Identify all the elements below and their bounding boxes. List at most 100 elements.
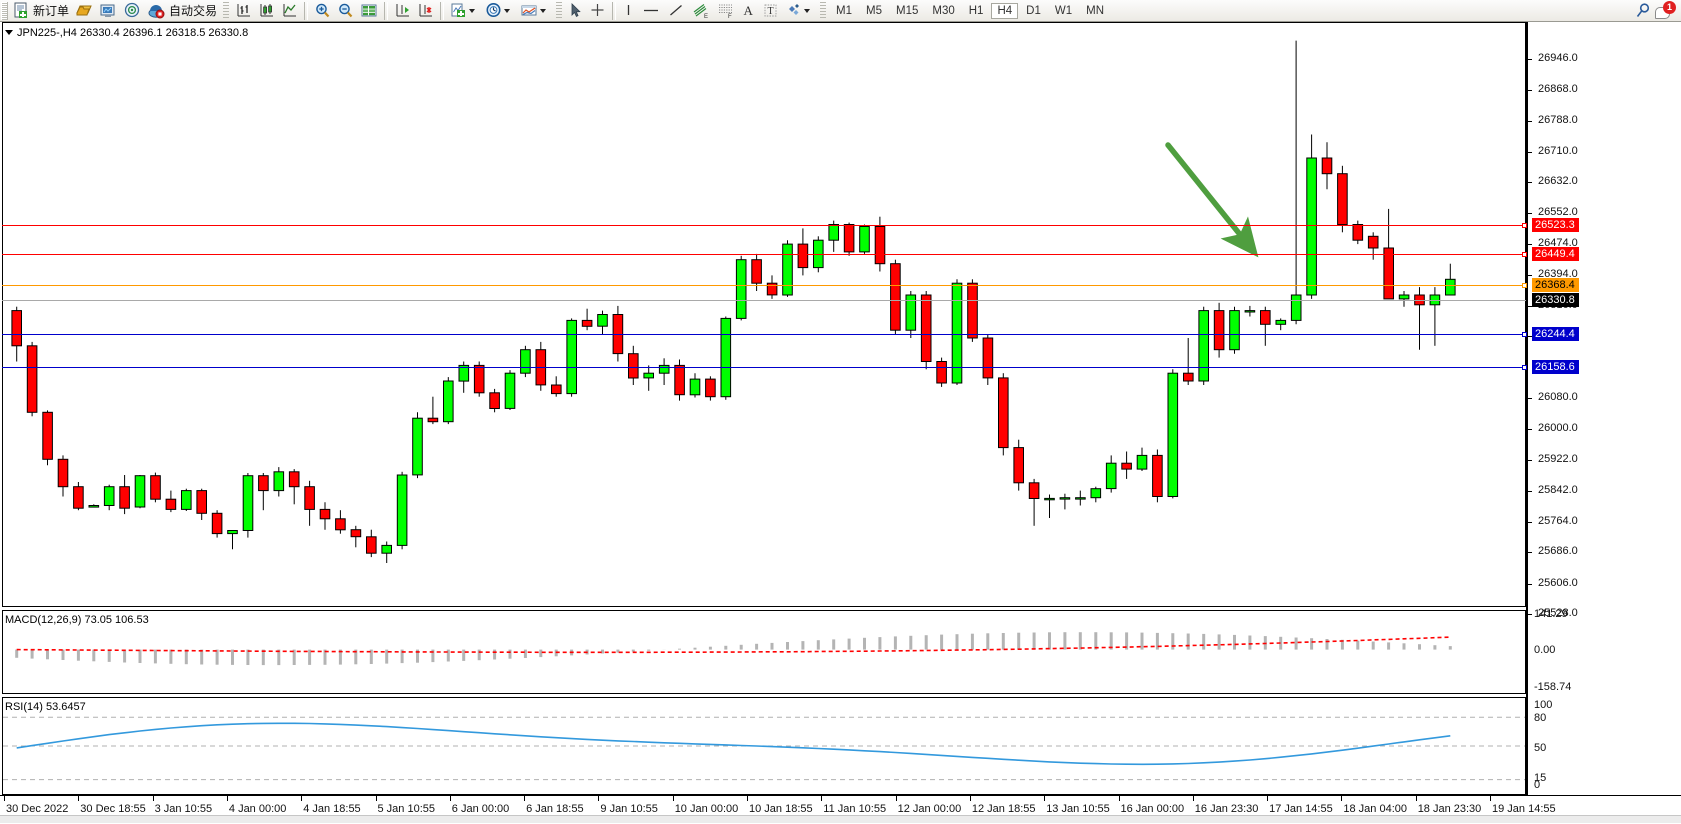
candle-body — [42, 411, 53, 460]
candle-body — [1167, 372, 1179, 498]
rsi-tick-label: 80 — [1534, 712, 1547, 724]
period-dropdown-arrow-icon[interactable] — [504, 8, 511, 13]
cursor-button[interactable] — [565, 1, 586, 21]
templates-button[interactable] — [517, 1, 553, 21]
price-level-tag[interactable]: 26244.4 — [1532, 326, 1579, 341]
price-level-tag[interactable]: 26523.3 — [1532, 217, 1579, 232]
price-level-handle[interactable] — [1522, 222, 1527, 228]
candle-body — [1445, 278, 1456, 296]
crosshair-button[interactable] — [586, 1, 609, 21]
candle-body — [73, 486, 84, 509]
candle-body — [735, 259, 747, 319]
price-level-tag[interactable]: 26330.8 — [1532, 292, 1579, 307]
bar-chart-button[interactable] — [232, 1, 255, 21]
macd-signal-line — [16, 636, 1451, 654]
terminal-button[interactable] — [96, 1, 120, 21]
price-level-handle[interactable] — [1522, 365, 1527, 371]
zoom-in-button[interactable] — [311, 1, 334, 21]
price-level-tag[interactable]: 26368.4 — [1532, 278, 1579, 293]
candle-body — [1337, 173, 1348, 226]
candle-body — [381, 544, 392, 554]
toolbar-separator-3 — [384, 1, 389, 20]
candle-body — [1028, 482, 1040, 499]
timeframe-h4[interactable]: H4 — [991, 2, 1019, 19]
shapes-dropdown-arrow-icon[interactable] — [804, 8, 811, 13]
price-pane[interactable] — [2, 22, 1526, 607]
price-level-line[interactable] — [2, 283, 1527, 289]
text-label-button[interactable]: T — [759, 1, 782, 21]
timeframe-mn[interactable]: MN — [1086, 4, 1104, 17]
price-tick-label: 26946.0 — [1538, 52, 1578, 65]
toolbar-drag-handle[interactable] — [1, 1, 8, 20]
folder-button[interactable] — [72, 1, 96, 21]
chart-area[interactable]: JPN225-,H4 26330.4 26396.1 26318.5 26330… — [0, 22, 1681, 824]
line-chart-button[interactable] — [278, 1, 301, 21]
price-level-line[interactable] — [2, 222, 1527, 228]
templates-dropdown-arrow-icon[interactable] — [540, 8, 547, 13]
auto-scroll-button[interactable] — [391, 1, 414, 21]
candlestick-chart-button[interactable] — [255, 1, 278, 21]
shapes-icon — [789, 4, 800, 15]
time-tick-mark — [969, 796, 971, 801]
horizontal-line-button[interactable] — [638, 1, 664, 21]
shapes-button[interactable] — [782, 1, 817, 21]
price-level-handle[interactable] — [1522, 283, 1527, 289]
price-level-line[interactable] — [2, 331, 1527, 337]
timeframe-m5[interactable]: M5 — [866, 4, 882, 17]
price-tick-mark — [1528, 398, 1532, 400]
price-level-handle[interactable] — [1522, 251, 1527, 257]
price-tick-label: 26080.0 — [1538, 391, 1578, 404]
timeframe-h1[interactable]: H1 — [968, 4, 984, 17]
candle-body — [504, 372, 516, 409]
data-window-button[interactable] — [357, 1, 381, 21]
timeframe-w1[interactable]: W1 — [1054, 4, 1073, 17]
timeframe-m30[interactable]: M30 — [932, 4, 955, 17]
candle-body — [258, 475, 269, 492]
candle-body — [427, 417, 439, 423]
candle-body — [1321, 157, 1333, 175]
period-button[interactable] — [482, 1, 517, 21]
vertical-line-icon — [627, 5, 630, 15]
price-level-line[interactable] — [2, 299, 1526, 301]
notification-button[interactable]: 1 — [1655, 0, 1676, 20]
expert-advisor-button[interactable]: 自动交易 — [144, 1, 220, 21]
price-level-line[interactable] — [2, 251, 1527, 257]
candle-body — [119, 486, 130, 509]
candle-body — [181, 490, 192, 510]
search-button[interactable] — [1631, 1, 1655, 21]
chart-shift-button[interactable] — [414, 1, 437, 21]
indicators-button[interactable] — [447, 1, 482, 21]
candle-body — [458, 364, 470, 382]
trend-line-button[interactable] — [664, 1, 688, 21]
bar-chart-icon — [237, 4, 251, 17]
indicators-dropdown-arrow-icon[interactable] — [469, 8, 476, 13]
price-level-tag[interactable]: 26158.6 — [1532, 360, 1579, 375]
templates-icon — [521, 5, 537, 16]
rsi-pane[interactable] — [2, 697, 1526, 795]
macd-pane[interactable] — [2, 610, 1526, 694]
vertical-line-button[interactable] — [619, 1, 638, 21]
candle-body — [1198, 310, 1210, 382]
fibonacci-button[interactable]: F — [713, 1, 738, 21]
timeframe-group: M1 M5 M15 M30 H1 H4 D1 W1 MN — [829, 2, 1111, 19]
price-axis[interactable]: 26946.0 26868.0 26788.0 26710.0 26632.0 26552… — [1526, 22, 1681, 795]
time-tick-label: 12 Jan 00:00 — [897, 803, 962, 815]
price-tick-mark — [1528, 121, 1532, 123]
timeframe-d1[interactable]: D1 — [1026, 4, 1041, 17]
new-order-button[interactable]: 新订单 — [10, 1, 72, 21]
metaeditor-button[interactable] — [120, 1, 144, 21]
timeframe-m1[interactable]: M1 — [836, 4, 853, 17]
price-level-tag[interactable]: 26449.4 — [1532, 246, 1579, 261]
time-tick-label: 10 Jan 18:55 — [749, 803, 813, 815]
price-level-line[interactable] — [2, 365, 1527, 371]
equidistant-channel-button[interactable]: E — [688, 1, 713, 21]
chart-dropdown-arrow-icon[interactable] — [5, 30, 13, 35]
text-button[interactable]: A — [738, 1, 759, 21]
fibonacci-retracement-icon: F — [719, 4, 733, 19]
rsi-tick-label: 15 — [1534, 772, 1547, 784]
zoom-out-button[interactable] — [334, 1, 357, 21]
timeframe-m15[interactable]: M15 — [896, 4, 919, 17]
time-tick-label: 9 Jan 10:55 — [600, 803, 658, 815]
new-order-label: 新订单 — [33, 4, 70, 18]
price-level-handle[interactable] — [1522, 331, 1527, 337]
